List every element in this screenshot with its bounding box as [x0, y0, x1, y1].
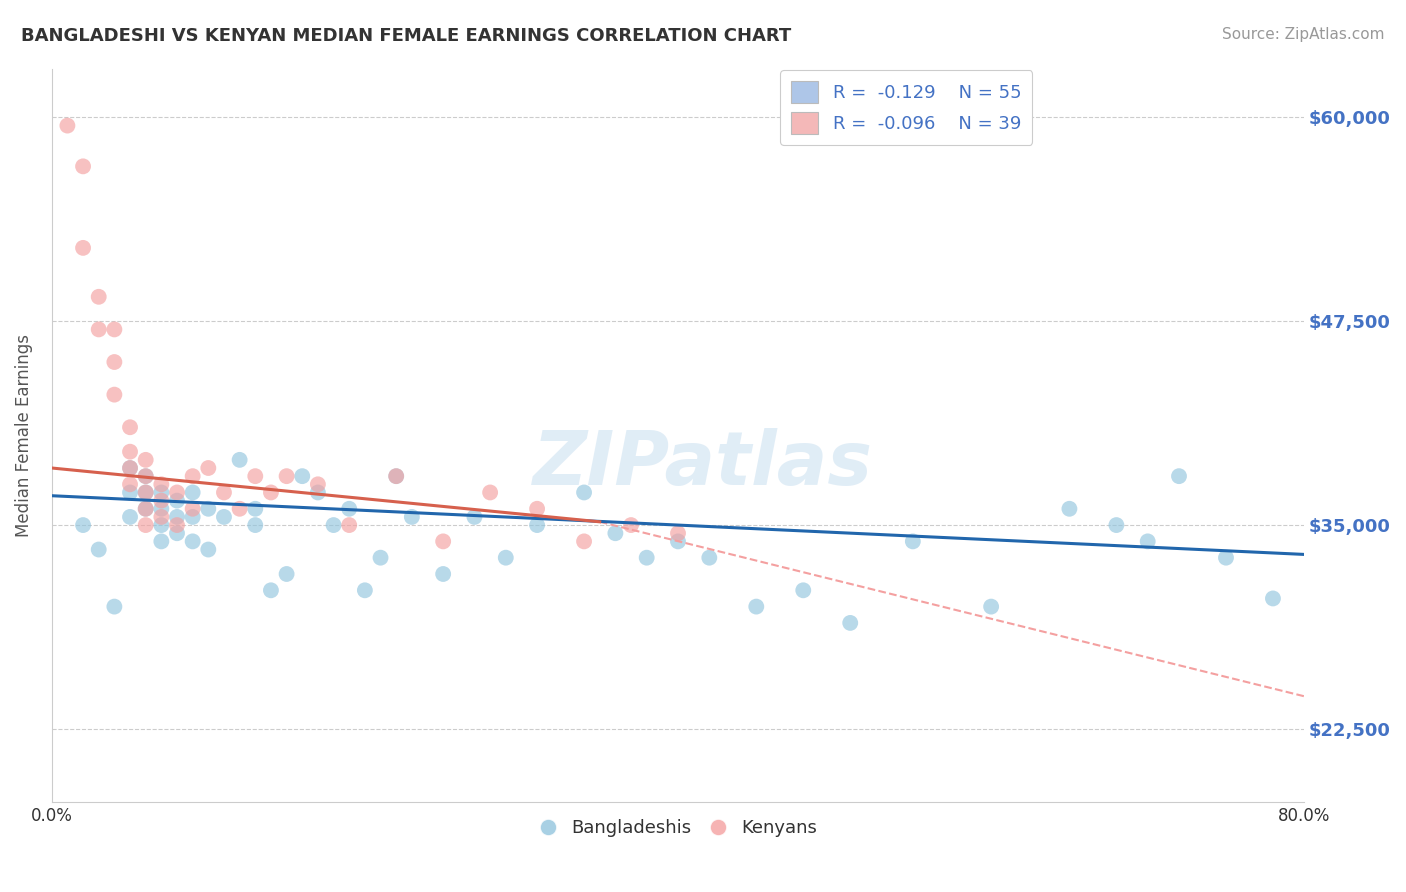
Point — [166, 510, 188, 524]
Point — [697, 550, 720, 565]
Point — [337, 518, 360, 533]
Point — [118, 420, 141, 434]
Point — [276, 566, 298, 581]
Point — [118, 461, 141, 475]
Point — [135, 453, 157, 467]
Point — [166, 485, 188, 500]
Point — [150, 493, 173, 508]
Point — [385, 469, 408, 483]
Point — [118, 461, 141, 475]
Y-axis label: Median Female Earnings: Median Female Earnings — [15, 334, 32, 537]
Point — [228, 501, 250, 516]
Point — [56, 119, 79, 133]
Point — [135, 501, 157, 516]
Point — [245, 469, 267, 483]
Point — [260, 485, 283, 500]
Point — [839, 615, 862, 630]
Point — [526, 518, 548, 533]
Point — [792, 583, 814, 598]
Point — [666, 534, 689, 549]
Point — [526, 501, 548, 516]
Point — [354, 583, 377, 598]
Point — [636, 550, 658, 565]
Point — [87, 542, 110, 557]
Point — [197, 501, 219, 516]
Point — [150, 485, 173, 500]
Point — [307, 485, 329, 500]
Point — [1059, 501, 1081, 516]
Point — [135, 485, 157, 500]
Point — [666, 526, 689, 541]
Point — [463, 510, 485, 524]
Point — [291, 469, 314, 483]
Point — [72, 159, 94, 173]
Point — [432, 566, 454, 581]
Point — [118, 477, 141, 491]
Point — [1168, 469, 1191, 483]
Point — [181, 534, 204, 549]
Point — [181, 501, 204, 516]
Point — [181, 469, 204, 483]
Point — [181, 485, 204, 500]
Legend: Bangladeshis, Kenyans: Bangladeshis, Kenyans — [531, 812, 825, 845]
Point — [150, 534, 173, 549]
Text: BANGLADESHI VS KENYAN MEDIAN FEMALE EARNINGS CORRELATION CHART: BANGLADESHI VS KENYAN MEDIAN FEMALE EARN… — [21, 27, 792, 45]
Point — [103, 387, 125, 401]
Point — [166, 526, 188, 541]
Point — [166, 493, 188, 508]
Point — [197, 461, 219, 475]
Point — [118, 510, 141, 524]
Point — [150, 501, 173, 516]
Point — [150, 510, 173, 524]
Point — [135, 469, 157, 483]
Point — [103, 599, 125, 614]
Point — [87, 290, 110, 304]
Point — [197, 542, 219, 557]
Point — [322, 518, 344, 533]
Point — [1136, 534, 1159, 549]
Point — [118, 485, 141, 500]
Point — [166, 518, 188, 533]
Point — [87, 322, 110, 336]
Point — [495, 550, 517, 565]
Point — [72, 241, 94, 255]
Point — [118, 444, 141, 458]
Point — [385, 469, 408, 483]
Point — [1215, 550, 1237, 565]
Point — [103, 355, 125, 369]
Point — [572, 534, 595, 549]
Point — [605, 526, 627, 541]
Point — [401, 510, 423, 524]
Point — [181, 510, 204, 524]
Point — [135, 485, 157, 500]
Point — [479, 485, 502, 500]
Point — [370, 550, 392, 565]
Point — [1261, 591, 1284, 606]
Point — [901, 534, 924, 549]
Point — [103, 322, 125, 336]
Point — [1105, 518, 1128, 533]
Point — [337, 501, 360, 516]
Point — [212, 485, 235, 500]
Point — [620, 518, 643, 533]
Point — [276, 469, 298, 483]
Point — [245, 518, 267, 533]
Point — [307, 477, 329, 491]
Point — [150, 477, 173, 491]
Point — [72, 518, 94, 533]
Point — [745, 599, 768, 614]
Point — [228, 453, 250, 467]
Point — [135, 518, 157, 533]
Text: Source: ZipAtlas.com: Source: ZipAtlas.com — [1222, 27, 1385, 42]
Point — [245, 501, 267, 516]
Point — [135, 501, 157, 516]
Point — [980, 599, 1002, 614]
Point — [260, 583, 283, 598]
Point — [572, 485, 595, 500]
Point — [135, 469, 157, 483]
Point — [212, 510, 235, 524]
Point — [150, 518, 173, 533]
Point — [432, 534, 454, 549]
Text: ZIPatlas: ZIPatlas — [533, 428, 873, 501]
